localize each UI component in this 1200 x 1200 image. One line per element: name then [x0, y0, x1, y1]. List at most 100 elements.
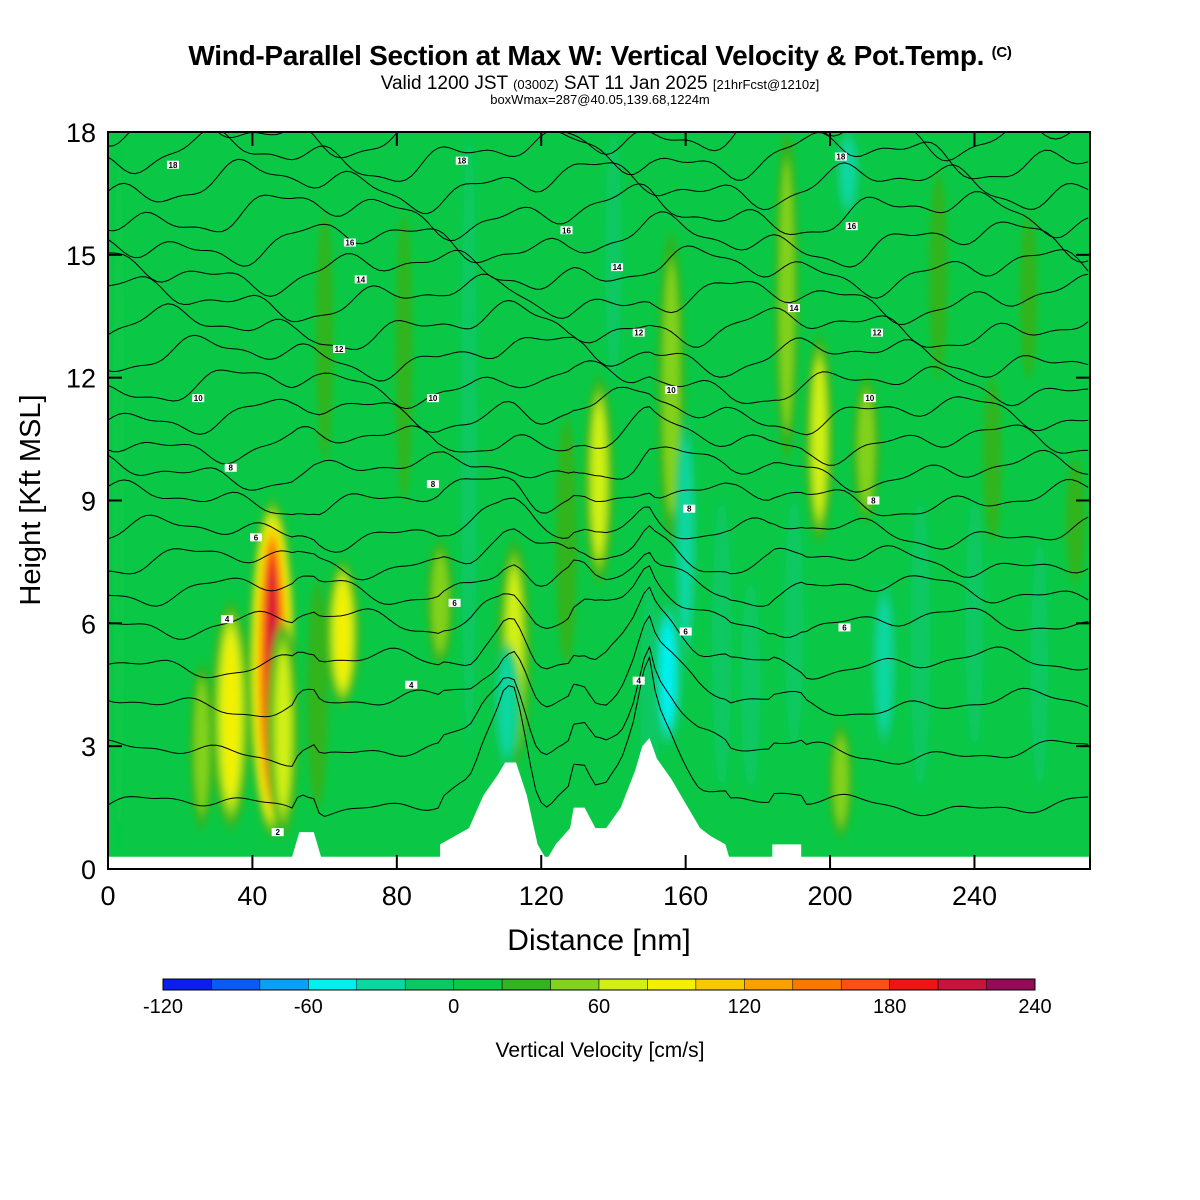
- velocity-plume: [871, 582, 898, 747]
- velocity-plume: [426, 541, 454, 665]
- contour-label-text: 4: [225, 615, 230, 624]
- theta-contour-line: [108, 586, 1089, 680]
- contour-label: 2: [271, 828, 284, 837]
- contour-label: 4: [632, 676, 645, 686]
- x-tick-label: 160: [663, 881, 708, 911]
- theta-contour-line: [108, 211, 1089, 268]
- velocity-plume: [784, 500, 804, 747]
- colorbar-swatch: [598, 978, 648, 991]
- theta-contour-line: [108, 245, 1089, 299]
- contour-label-text: 16: [847, 222, 856, 231]
- velocity-band: [275, 649, 291, 810]
- colorbar-tick-label: 240: [1018, 996, 1051, 1018]
- velocity-band: [395, 213, 413, 501]
- colorbar-swatch: [550, 978, 600, 991]
- colorbar-tick-label: -60: [294, 996, 323, 1018]
- colorbar-tick-label: 180: [873, 996, 906, 1018]
- velocity-plume: [1065, 459, 1086, 583]
- box-wmax-label: boxWmax=287@40.05,139.68,1224m: [490, 92, 710, 107]
- contour-label: 8: [683, 504, 696, 514]
- velocity-band: [857, 390, 875, 509]
- contour-label-text: 14: [356, 275, 365, 284]
- theta-contour-line: [108, 614, 1089, 718]
- terrain-profile: [108, 738, 1090, 869]
- contour-label: 8: [224, 463, 237, 473]
- y-axis-title: Height [Kft MSL]: [15, 394, 47, 605]
- colorbar-swatch: [404, 978, 454, 991]
- colorbar-swatch: [792, 978, 842, 991]
- y-tick-label: 6: [81, 609, 96, 639]
- colorbar-swatch: [308, 978, 358, 991]
- velocity-band: [336, 582, 349, 685]
- velocity-band: [740, 582, 761, 788]
- colorbar-tick-label: -120: [143, 996, 183, 1018]
- theta-contour-line: [108, 406, 1089, 466]
- utc-time-label: (0300Z): [513, 77, 559, 92]
- contour-label: 10: [665, 385, 678, 395]
- colorbar-swatch: [744, 978, 794, 991]
- x-tick-label: 80: [382, 881, 412, 911]
- valid-time-label: Valid 1200 JST: [380, 73, 508, 94]
- x-tick-label: 200: [808, 881, 853, 911]
- contour-label: 16: [343, 238, 356, 248]
- velocity-band: [1030, 541, 1048, 788]
- contour-label: 14: [787, 304, 800, 313]
- theta-contour-line: [108, 183, 1089, 242]
- contour-label: 16: [560, 226, 573, 235]
- velocity-plume: [605, 132, 622, 378]
- theta-contour-line: [108, 446, 1089, 493]
- contour-label-text: 4: [636, 677, 641, 686]
- chart-title-suffix: (C): [991, 44, 1012, 61]
- y-tick-label: 9: [81, 487, 96, 517]
- velocity-plume: [929, 172, 948, 378]
- velocity-band: [112, 132, 125, 857]
- colorbar-tick-label: 120: [728, 996, 761, 1018]
- theta-contour-line: [108, 158, 1089, 215]
- colorbar-title: Vertical Velocity [cm/s]: [496, 1039, 705, 1062]
- velocity-plume: [774, 132, 799, 460]
- velocity-band: [678, 439, 693, 644]
- contour-label-text: 10: [428, 394, 437, 403]
- y-tick-label: 3: [81, 732, 96, 762]
- velocity-plume: [910, 500, 931, 788]
- velocity-plume: [983, 377, 1002, 542]
- contour-label-text: 10: [865, 394, 874, 403]
- theta-contour-line: [108, 299, 1089, 350]
- contour-label: 18: [834, 152, 847, 162]
- velocity-band: [605, 132, 622, 378]
- contour-label: 12: [870, 328, 883, 338]
- velocity-plume: [852, 377, 880, 521]
- contour-label-text: 6: [254, 533, 259, 542]
- colorbar-swatch: [259, 978, 309, 991]
- x-axis: 0 40 80 120 160 200 240: [100, 132, 997, 911]
- contour-label: 14: [611, 263, 624, 272]
- velocity-band: [1020, 213, 1038, 378]
- velocity-band: [983, 377, 1002, 542]
- y-tick-label: 0: [81, 855, 96, 885]
- velocity-plume: [493, 643, 521, 767]
- contour-label: 12: [333, 345, 346, 354]
- x-tick-label: 120: [519, 881, 564, 911]
- chart-subtitle: Valid 1200 JST (0300Z) SAT 11 Jan 2025 […: [0, 73, 1200, 95]
- colorbar-swatch: [453, 978, 503, 991]
- velocity-field: [108, 132, 1090, 869]
- colorbar-swatch: [647, 978, 697, 991]
- velocity-band: [431, 552, 449, 654]
- velocity-plume: [266, 623, 300, 837]
- contour-label-text: 18: [836, 153, 845, 162]
- contour-label-text: 4: [409, 681, 414, 690]
- velocity-plume: [835, 132, 861, 214]
- velocity-band: [812, 362, 826, 516]
- velocity-plume: [1030, 541, 1048, 788]
- contour-label-text: 16: [562, 226, 571, 235]
- theta-contour-line: [108, 476, 1089, 517]
- contour-label: 16: [845, 222, 858, 231]
- colorbar-swatch: [986, 978, 1036, 991]
- velocity-plume: [583, 377, 615, 583]
- y-tick-label: 18: [66, 118, 96, 148]
- theta-contour-line: [108, 334, 1089, 382]
- theta-contours: [108, 132, 1089, 817]
- contour-label: 8: [426, 480, 439, 489]
- theta-contour-line: [108, 386, 1089, 436]
